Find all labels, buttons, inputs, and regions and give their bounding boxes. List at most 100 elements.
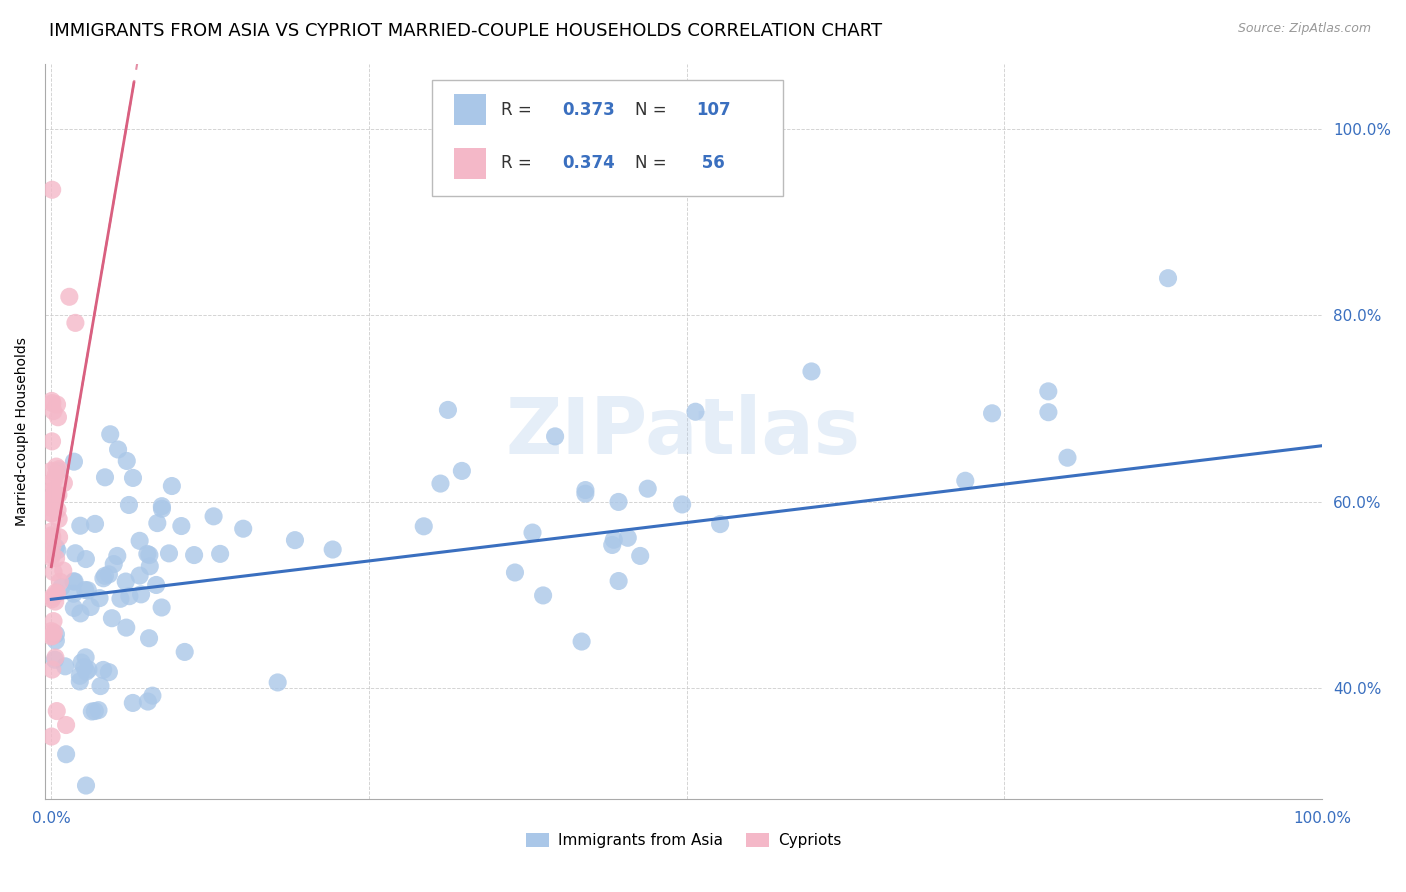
Point [41, 491, 63, 506]
Point [46, 397, 69, 411]
Point [41, 506, 63, 520]
Point [84, 516, 107, 531]
Point [42, 487, 65, 501]
Point [709, 517, 731, 532]
Legend: Immigrants from Asia, Cypriots: Immigrants from Asia, Cypriots [520, 827, 848, 855]
Point [574, 486, 596, 500]
Point [437, 403, 460, 417]
Point [105, 549, 128, 563]
Point [41, 464, 63, 478]
Point [65, 316, 87, 330]
Point [955, 474, 977, 488]
Point [146, 516, 169, 530]
Point [41, 183, 63, 197]
Point [75, 582, 97, 597]
Bar [454, 148, 485, 178]
Point [41, 396, 63, 410]
Point [322, 542, 344, 557]
Point [69, 518, 91, 533]
Text: R =: R = [501, 101, 537, 119]
Point [170, 519, 193, 533]
Point [607, 495, 630, 509]
Point [685, 405, 707, 419]
Point [45, 487, 67, 501]
Point [150, 499, 173, 513]
Point [209, 547, 232, 561]
Point [110, 591, 132, 606]
Point [69, 669, 91, 683]
Point [46, 410, 69, 425]
Point [574, 483, 596, 497]
Text: N =: N = [636, 154, 672, 172]
Point [41, 434, 63, 449]
Point [46, 503, 69, 517]
Point [41, 528, 63, 542]
Point [129, 587, 152, 601]
Point [118, 498, 141, 512]
Point [48, 530, 70, 544]
Point [202, 509, 225, 524]
Point [45, 585, 67, 599]
Point [41, 501, 63, 516]
Point [571, 634, 593, 648]
Point [41, 550, 63, 565]
FancyBboxPatch shape [432, 80, 783, 196]
Point [42, 474, 65, 488]
Point [1038, 384, 1060, 399]
Point [42, 629, 65, 643]
Text: 107: 107 [696, 101, 731, 119]
Point [75, 650, 97, 665]
Point [77, 663, 100, 677]
Point [183, 548, 205, 562]
Point [63, 601, 86, 615]
Point [121, 696, 143, 710]
Point [53, 659, 76, 673]
Point [42, 565, 65, 579]
Text: IMMIGRANTS FROM ASIA VS CYPRIOT MARRIED-COUPLE HOUSEHOLDS CORRELATION CHART: IMMIGRANTS FROM ASIA VS CYPRIOT MARRIED-… [49, 22, 883, 40]
Text: 0.374: 0.374 [562, 154, 614, 172]
Text: 0.373: 0.373 [562, 101, 614, 119]
Point [41, 497, 63, 511]
Point [79, 599, 101, 614]
Point [150, 600, 173, 615]
Point [87, 703, 110, 717]
Point [73, 660, 96, 674]
Point [48, 512, 70, 526]
Point [607, 574, 630, 588]
Point [115, 621, 138, 635]
Point [232, 522, 254, 536]
Point [141, 689, 163, 703]
Point [138, 632, 160, 646]
Point [45, 551, 67, 566]
Point [62, 574, 84, 589]
Point [52, 564, 75, 578]
Point [70, 656, 93, 670]
Point [97, 567, 120, 582]
Point [75, 665, 97, 679]
Point [600, 538, 623, 552]
Point [52, 476, 75, 491]
Point [522, 525, 544, 540]
Point [160, 479, 183, 493]
Point [69, 674, 91, 689]
Text: ZIPatlas: ZIPatlas [506, 393, 860, 470]
Text: R =: R = [501, 154, 537, 172]
Point [503, 566, 526, 580]
Point [75, 552, 97, 566]
Point [41, 530, 63, 544]
Point [671, 498, 693, 512]
Point [41, 475, 63, 490]
Point [91, 663, 114, 677]
Point [531, 589, 554, 603]
Point [48, 462, 70, 476]
Point [45, 541, 67, 555]
Point [63, 574, 86, 589]
Point [800, 364, 823, 378]
Point [41, 663, 63, 677]
Point [145, 578, 167, 592]
Point [136, 547, 159, 561]
Point [45, 627, 67, 641]
Point [89, 679, 111, 693]
Point [93, 571, 115, 585]
Point [44, 594, 66, 608]
